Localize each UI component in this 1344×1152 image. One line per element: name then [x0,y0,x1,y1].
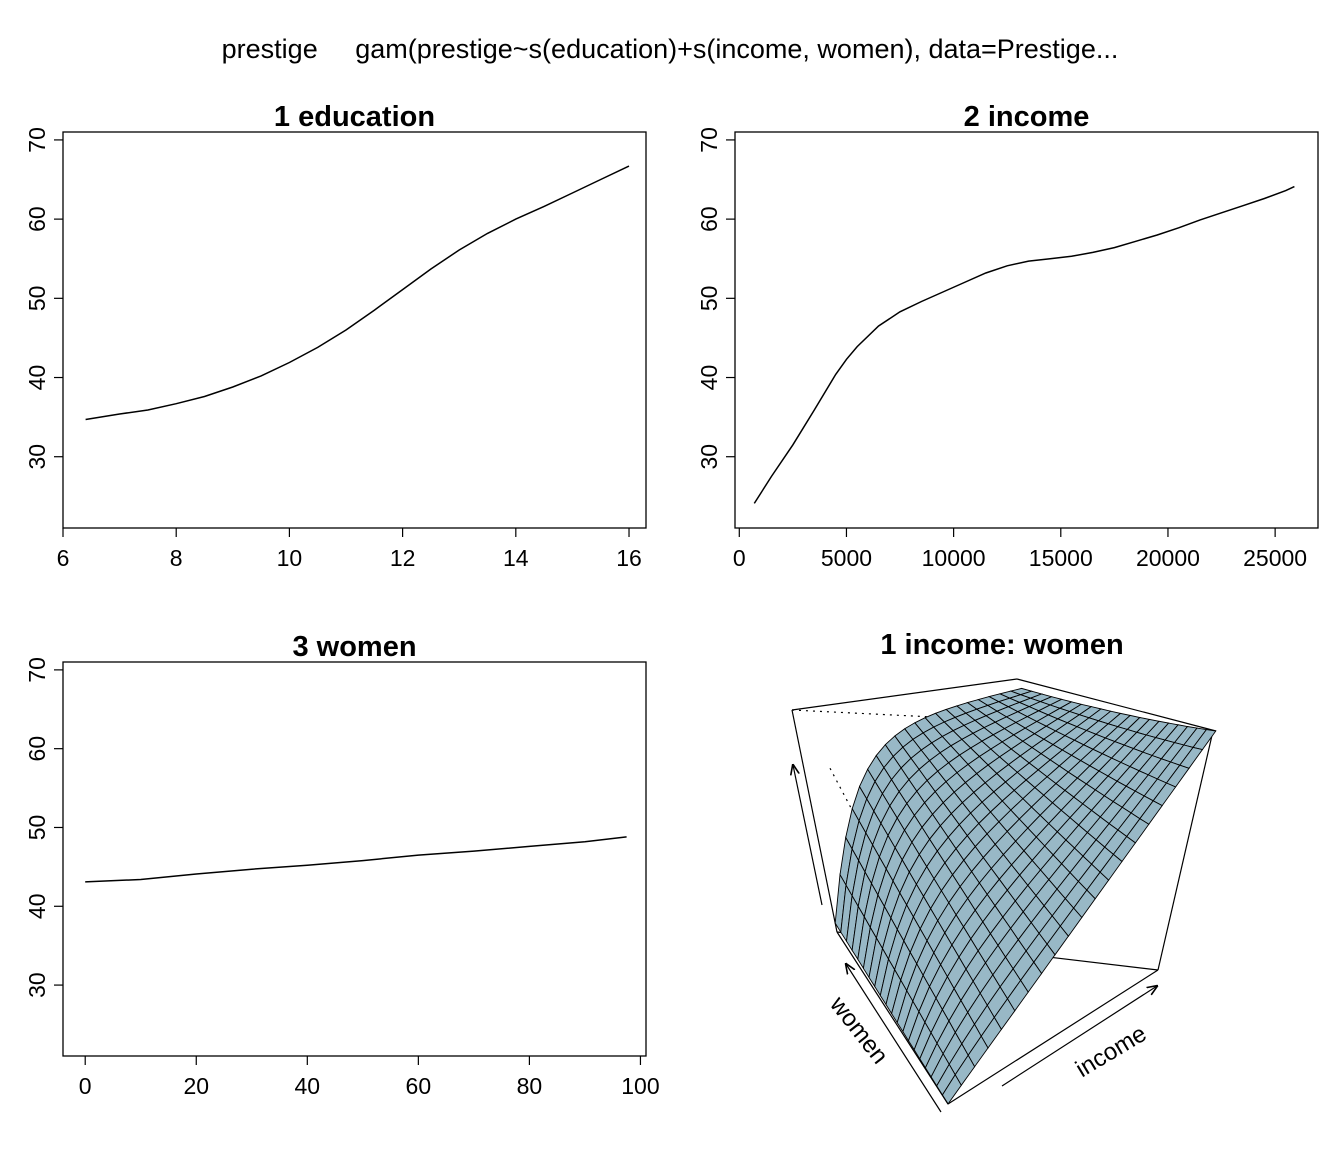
education-smooth-line [85,165,630,421]
surface-mesh [834,687,1217,1105]
x-tick-label: 40 [295,1073,321,1099]
surface-axis-arrows [793,765,1157,1113]
y-tick-label: 50 [24,815,50,841]
x-tick-label: 16 [616,545,642,571]
x-tick-label: 10000 [922,545,986,571]
y-tick-label: 50 [24,286,50,312]
women-panel: 3 women 0 20 40 60 80 100 30 40 50 60 70 [24,631,660,1099]
box-edge [791,678,1018,711]
box-edge [1016,678,1217,732]
y-tick-label: 60 [696,206,722,232]
x-tick-label: 5000 [821,545,872,571]
prestige-axis-arrow [793,765,823,906]
plot-frame [62,131,647,529]
y-tick-label: 70 [696,127,722,153]
panel-title: 1 income: women [880,629,1123,661]
x-tick-label: 25000 [1243,545,1307,571]
x-tick-label: 100 [621,1073,659,1099]
x-tick-label: 14 [503,545,529,571]
x-tick-label: 15000 [1029,545,1093,571]
box-edge [1157,730,1214,971]
y-tick-label: 30 [24,972,50,998]
y-tick-label: 60 [24,206,50,232]
panel-title: 1 education [274,101,435,133]
box-edge [947,969,1159,1105]
x-tick-label: 6 [57,545,70,571]
x-tick-label: 20 [183,1073,209,1099]
y-tick-label: 60 [24,736,50,762]
income-women-surface-panel: 1 income: women income women [791,629,1217,1113]
x-tick-label: 12 [390,545,416,571]
box-edge [836,931,949,1105]
income-axis-arrow [1001,986,1157,1087]
box-hidden-edge [791,709,1217,732]
panel-title: 3 women [292,631,416,663]
figure-title: prestige gam(prestige~s(education)+s(inc… [222,34,1119,64]
education-panel: 1 education 6 8 10 12 14 16 30 40 50 60 70 [24,101,647,571]
y-tick-label: 50 [696,286,722,312]
surface-box-front-edges [836,931,1159,1105]
women-smooth-line [85,836,627,883]
y-tick-label: 40 [24,365,50,391]
x-tick-label: 0 [733,545,746,571]
plot-frame [734,131,1319,529]
x-tick-label: 8 [170,545,183,571]
panel-title: 2 income [964,101,1090,133]
box-edge [791,709,838,933]
y-tick-label: 40 [24,893,50,919]
y-tick-label: 40 [696,365,722,391]
x-tick-label: 20000 [1136,545,1200,571]
y-tick-label: 30 [696,444,722,470]
income-smooth-line [753,185,1295,504]
x-tick-label: 0 [79,1073,92,1099]
women-axis-arrow [846,964,942,1113]
income-panel: 2 income 0 5000 10000 15000 20000 25000 30 40 50 6… [696,101,1319,571]
x-tick-label: 60 [406,1073,432,1099]
y-tick-label: 70 [24,657,50,683]
plot-frame [62,661,647,1057]
y-tick-label: 70 [24,127,50,153]
surface-income-label: income [1071,1020,1151,1083]
y-tick-label: 30 [24,444,50,470]
x-tick-label: 80 [517,1073,543,1099]
x-tick-label: 10 [277,545,303,571]
